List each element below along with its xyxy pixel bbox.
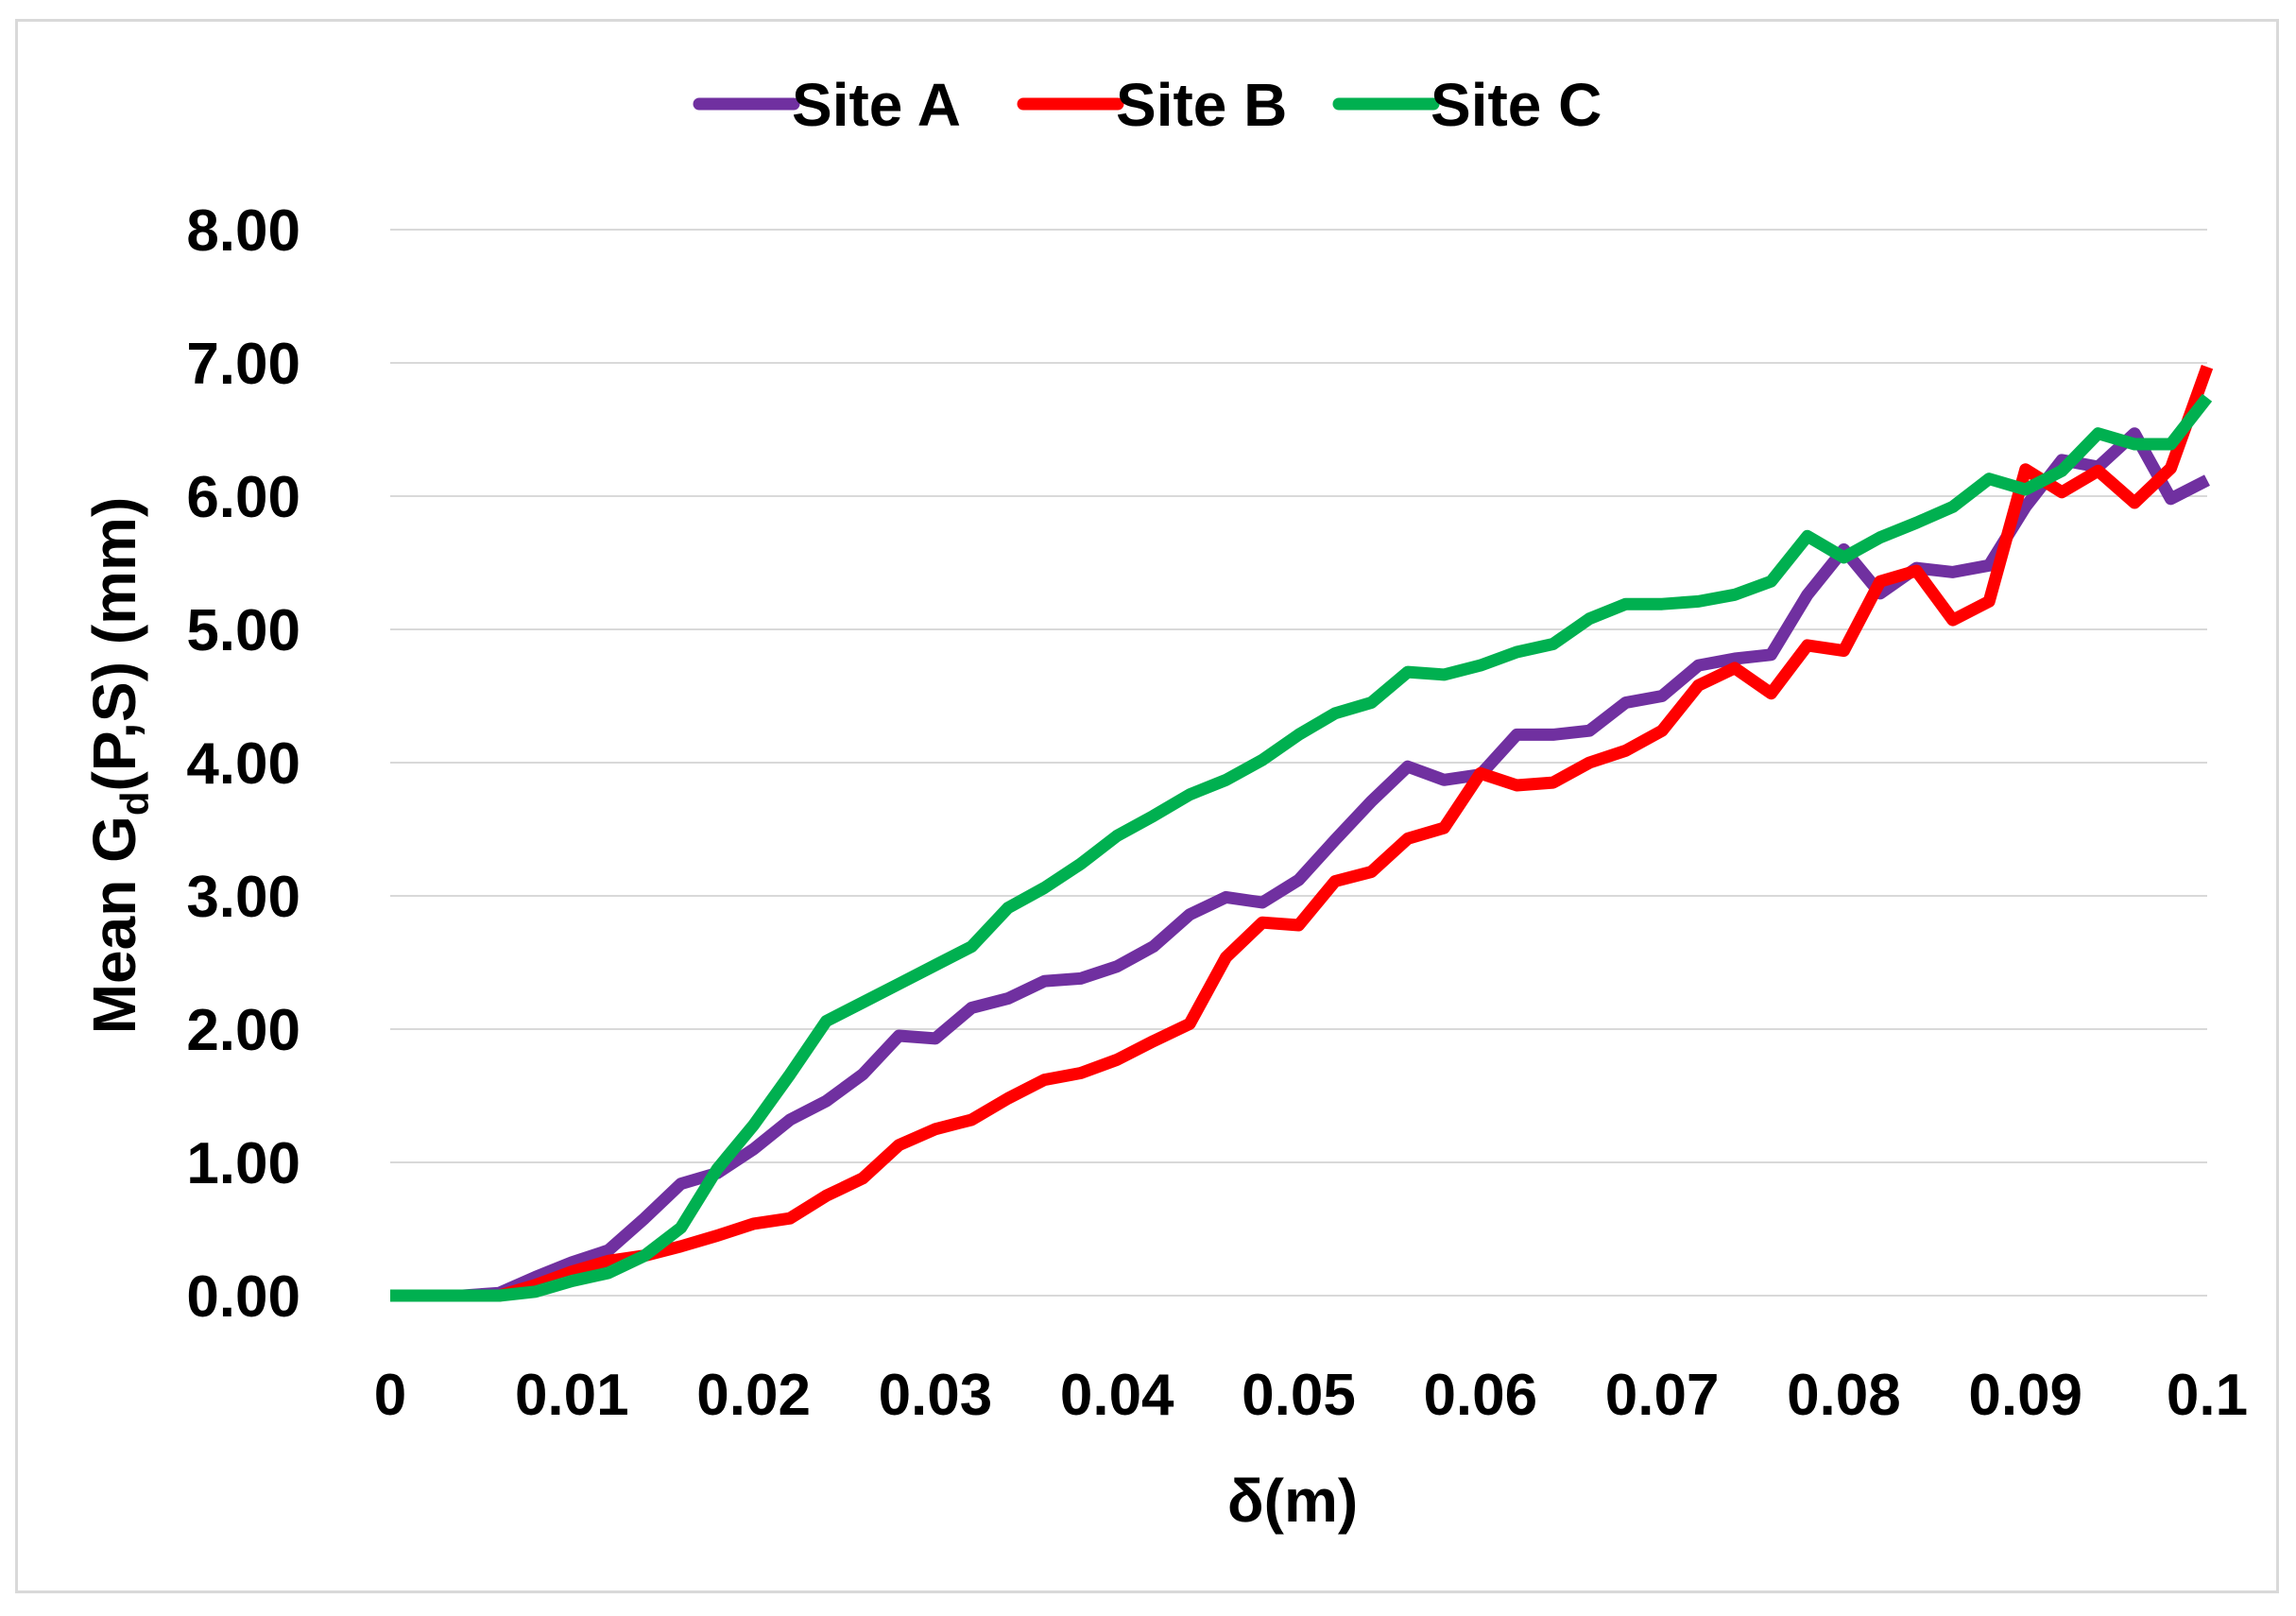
y-tick-label: 2.00 xyxy=(186,998,300,1063)
y-tick-label: 6.00 xyxy=(186,465,300,530)
y-axis-title-subscript: d xyxy=(112,791,157,816)
x-tick-label: 0.02 xyxy=(696,1363,811,1428)
x-tick-label: 0 xyxy=(374,1363,406,1428)
y-axis-title-main: Mean G xyxy=(80,816,148,1034)
x-axis-title: δ(m) xyxy=(1227,1467,1358,1535)
gridlines xyxy=(390,229,2207,1297)
y-axis-title-rest: (P,S) (mm) xyxy=(80,497,148,792)
series-line-site-b xyxy=(390,365,2214,1302)
y-tick-label: 3.00 xyxy=(186,865,300,930)
legend-label: Site B xyxy=(1116,71,1287,139)
y-axis-title: Mean Gd(P,S) (mm) xyxy=(80,497,157,1035)
legend-label: Site C xyxy=(1431,71,1602,139)
y-tick-label: 0.00 xyxy=(186,1264,300,1330)
y-tick-label: 8.00 xyxy=(186,198,300,264)
y-tick-label: 7.00 xyxy=(186,332,300,397)
legend-label: Site A xyxy=(792,71,961,139)
y-tick-label: 4.00 xyxy=(186,731,300,797)
x-tick-label: 0.01 xyxy=(515,1363,629,1428)
y-tick-label: 5.00 xyxy=(186,598,300,663)
x-tick-label: 0.05 xyxy=(1242,1363,1356,1428)
x-tick-label: 0.09 xyxy=(1968,1363,2082,1428)
chart-frame xyxy=(15,19,2279,1593)
series-lines xyxy=(390,365,2214,1302)
legend-item-site-a: Site A xyxy=(693,71,961,139)
x-tick-label: 0.07 xyxy=(1605,1363,1720,1428)
series-line-site-a xyxy=(390,427,2210,1302)
y-axis-ticks: 0.00 1.00 2.00 3.00 4.00 5.00 6.00 7.00 8.00 xyxy=(186,198,300,1330)
series-line-site-c xyxy=(390,393,2213,1302)
x-axis-ticks: 0 0.01 0.02 0.03 0.04 0.05 0.06 0.07 0.08 0.09 0.1 xyxy=(374,1363,2248,1428)
x-tick-label: 0.04 xyxy=(1060,1363,1174,1428)
legend-item-site-c: Site C xyxy=(1332,71,1602,139)
y-tick-label: 1.00 xyxy=(186,1131,300,1196)
x-tick-label: 0.08 xyxy=(1787,1363,1901,1428)
legend-item-site-b: Site B xyxy=(1017,71,1287,139)
legend: Site A Site B Site C xyxy=(693,71,1602,139)
x-tick-label: 0.03 xyxy=(879,1363,993,1428)
x-tick-label: 0.06 xyxy=(1423,1363,1537,1428)
x-tick-label: 0.1 xyxy=(2167,1363,2248,1428)
